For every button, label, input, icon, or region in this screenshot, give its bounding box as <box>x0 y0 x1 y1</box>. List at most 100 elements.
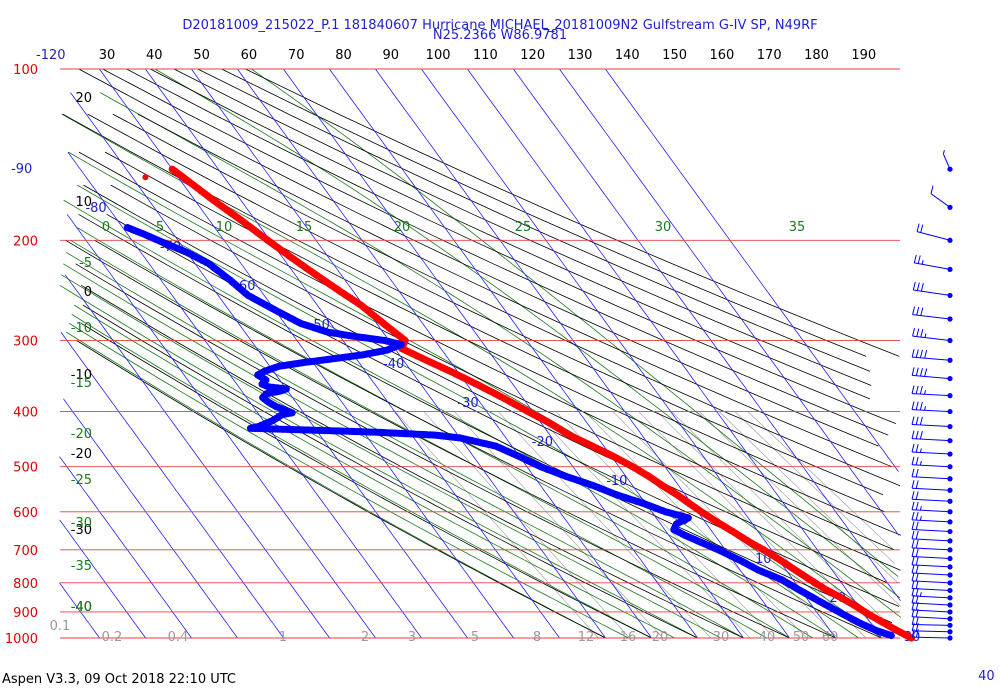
top-tick-label: 50 <box>193 48 210 63</box>
height-label: -10 <box>71 368 92 383</box>
pressure-label: 900 <box>13 606 38 621</box>
wind-barb <box>912 328 953 344</box>
temperature-point <box>142 174 149 181</box>
dry-adiabat-line <box>78 151 895 551</box>
grid-isobars <box>60 68 900 639</box>
top-tick-label: 150 <box>662 48 687 63</box>
height-label: -20 <box>71 447 92 462</box>
wind-barb-flag <box>916 328 920 337</box>
mixing-ratio-label: 0.4 <box>168 630 189 645</box>
wind-barb-flag <box>915 572 919 582</box>
wind-barb-flag <box>919 416 923 426</box>
wind-barb <box>911 348 953 363</box>
wind-barb-staff <box>942 153 951 170</box>
wind-barb-staff <box>911 556 951 560</box>
wind-barb-flag <box>915 608 919 618</box>
moist-adiabat-label: -35 <box>71 559 92 574</box>
wind-barb-half-flag <box>919 592 922 597</box>
moist-adiabat-label: 15 <box>296 220 313 235</box>
wind-barb-flag <box>911 367 915 376</box>
moist-adiabat-line <box>63 263 744 639</box>
wind-barb-flag <box>924 368 928 377</box>
wind-barb-staff <box>912 374 951 380</box>
wind-barb-staff <box>911 438 951 442</box>
wind-barb-flag <box>911 564 915 574</box>
isotherm-label-top-left: -120 <box>36 48 66 63</box>
height-label: 20 <box>75 91 92 106</box>
mixing-ratio-label: 2 <box>361 630 369 645</box>
wind-barb <box>911 430 953 444</box>
mixing-ratio-label: 50 <box>793 630 810 645</box>
wind-barb-flag <box>911 385 915 394</box>
mixing-ratio-label: 1 <box>279 630 287 645</box>
wind-barb <box>911 468 953 482</box>
wind-barb-flag <box>915 565 919 574</box>
moist-adiabat-label: -10 <box>71 321 92 336</box>
isotherm-line <box>64 274 330 639</box>
wind-barb-half-flag <box>919 461 922 466</box>
moist-adiabat-line <box>61 274 721 639</box>
wind-barb-flag <box>911 556 915 566</box>
dry-adiabat-line <box>110 184 901 571</box>
wind-barb-flag <box>911 468 915 477</box>
wind-barb-flag <box>915 444 919 453</box>
temperature-point <box>907 634 916 642</box>
top-tick-label: 160 <box>709 48 734 63</box>
height-label: -40 <box>71 600 92 615</box>
wind-barb-flag <box>915 416 919 425</box>
pressure-label: 300 <box>13 334 38 349</box>
wind-barb-staff <box>912 636 951 639</box>
wind-barb-flag <box>915 595 919 604</box>
moist-adiabat-line <box>154 68 901 599</box>
wind-barb-flag <box>924 350 928 359</box>
mixing-ratio-line <box>747 411 895 551</box>
dry-adiabat-line <box>245 68 900 357</box>
wind-barb-flag <box>911 601 915 611</box>
wind-barb-flag <box>915 530 919 540</box>
mixing-ratio-label: 20 <box>652 630 669 645</box>
isotherm-line <box>191 68 606 639</box>
moist-adiabat-line <box>63 199 836 639</box>
wind-barb-flag <box>912 306 916 315</box>
wind-barb-staff <box>914 262 951 270</box>
wind-barbs <box>911 149 953 641</box>
wind-barb-flag <box>911 521 915 530</box>
moist-adiabat-line <box>251 68 899 577</box>
isotherm-line <box>59 456 192 639</box>
wind-barb-staff <box>911 487 951 491</box>
wind-barb-flag <box>911 608 915 617</box>
top-tick-label: 180 <box>804 48 829 63</box>
moist-adiabat-label: 35 <box>789 220 806 235</box>
moist-adiabat-label: 0 <box>102 220 110 235</box>
wind-barb-base <box>947 547 953 553</box>
wind-barb-base <box>947 564 953 570</box>
isotherm-label: -40 <box>383 357 404 372</box>
isotherm-line <box>283 68 698 639</box>
wind-barb-staff <box>911 498 951 502</box>
moist-adiabat-label: -20 <box>71 427 92 442</box>
pressure-label: 400 <box>13 406 38 421</box>
wind-barb <box>911 548 953 562</box>
wind-barb-flag <box>915 616 919 625</box>
wind-barb-flag <box>911 456 915 465</box>
wind-barb-half-flag <box>924 406 927 411</box>
isotherm-line <box>605 68 899 472</box>
grid-isotherms <box>59 68 901 639</box>
wind-barb-flag <box>911 480 915 489</box>
chart-footer: Aspen V3.3, 09 Oct 2018 22:10 UTC <box>2 672 236 687</box>
isotherm-line <box>145 68 560 639</box>
wind-barb-flag <box>919 385 923 395</box>
wind-barb-flag <box>915 468 919 478</box>
wind-barb-flag <box>915 511 919 521</box>
top-tick-label: 170 <box>757 48 782 63</box>
wind-barb-flag <box>930 185 934 194</box>
wind-barb-staff <box>911 464 951 468</box>
dry-adiabat-line <box>102 68 889 436</box>
dry-adiabat-line <box>76 340 606 639</box>
top-tick-label: 100 <box>426 48 451 63</box>
wind-barb-flag <box>911 587 915 596</box>
wind-barb-flag <box>916 223 920 232</box>
wind-barb-flag <box>915 587 919 597</box>
wind-barb-flag <box>919 430 923 440</box>
moist-adiabat-label: -25 <box>71 473 92 488</box>
